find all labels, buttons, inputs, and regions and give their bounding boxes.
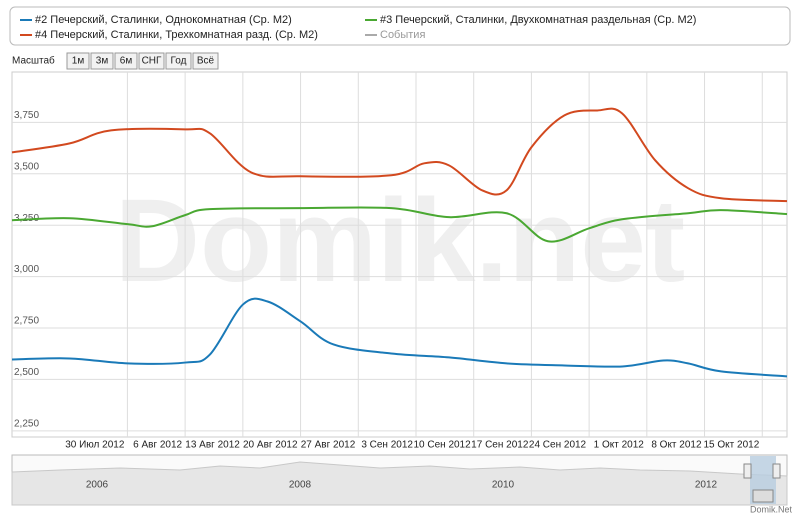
- navigator-year: 2012: [695, 480, 718, 491]
- zoom-button[interactable]: [114, 52, 138, 70]
- zoom-button-label[interactable]: СНГ: [142, 56, 162, 67]
- legend-label[interactable]: #2 Печерский, Сталинки, Однокомнатная (С…: [35, 14, 292, 26]
- legend-box: [9, 6, 791, 46]
- zoom-button-label[interactable]: 3м: [96, 56, 109, 67]
- zoom-button[interactable]: [192, 52, 219, 70]
- y-tick-label: 3,750: [14, 110, 39, 121]
- navigator-year: 2006: [86, 480, 109, 491]
- x-tick-label: 3 Сен 2012: [361, 440, 413, 451]
- credit: Domik.Net: [750, 504, 793, 514]
- x-tick-label: 6 Авг 2012: [133, 440, 182, 451]
- x-tick-label: 8 Окт 2012: [651, 440, 702, 451]
- series-line: [11, 206, 788, 243]
- x-tick-label: 15 Окт 2012: [703, 440, 759, 451]
- zoom-button-label[interactable]: 1м: [72, 56, 85, 67]
- zoom-button[interactable]: [66, 52, 90, 70]
- y-tick-label: 2,250: [14, 418, 39, 429]
- scrollbar-thumb[interactable]: [752, 489, 774, 503]
- zoom-label: Масштаб: [12, 55, 55, 67]
- x-tick-label: 13 Авг 2012: [185, 440, 240, 451]
- zoom-button[interactable]: [138, 52, 165, 70]
- series-line: [11, 297, 788, 378]
- x-tick-label: 10 Сен 2012: [413, 440, 471, 451]
- zoom-button-label[interactable]: 6м: [120, 56, 133, 67]
- y-tick-label: 3,000: [14, 264, 39, 275]
- y-tick-label: 2,500: [14, 367, 39, 378]
- watermark: Domik.net: [115, 175, 685, 307]
- plot-area: [11, 71, 788, 438]
- x-tick-label: 1 Окт 2012: [594, 440, 645, 451]
- navigator-handle[interactable]: [772, 463, 781, 479]
- series-line: [11, 107, 788, 203]
- y-tick-label: 3,500: [14, 161, 39, 172]
- x-tick-label: 24 Сен 2012: [529, 440, 587, 451]
- zoom-button-label[interactable]: Год: [171, 56, 187, 67]
- navigator-year: 2008: [289, 480, 312, 491]
- navigator-handle[interactable]: [743, 463, 752, 479]
- x-tick-label: 17 Сен 2012: [471, 440, 529, 451]
- zoom-button[interactable]: [165, 52, 192, 70]
- legend-label[interactable]: #4 Печерский, Сталинки, Трехкомнатная ра…: [35, 29, 318, 41]
- navigator-year: 2010: [492, 480, 515, 491]
- x-tick-label: 20 Авг 2012: [243, 440, 298, 451]
- x-tick-label: 27 Авг 2012: [301, 440, 356, 451]
- legend-label[interactable]: #3 Печерский, Сталинки, Двухкомнатная ра…: [380, 14, 696, 26]
- x-tick-label: 30 Июл 2012: [65, 440, 125, 451]
- zoom-button-label[interactable]: Всё: [197, 56, 215, 67]
- zoom-button[interactable]: [90, 52, 114, 70]
- y-tick-label: 3,250: [14, 213, 39, 224]
- legend-label[interactable]: События: [380, 29, 425, 41]
- y-tick-label: 2,750: [14, 316, 39, 327]
